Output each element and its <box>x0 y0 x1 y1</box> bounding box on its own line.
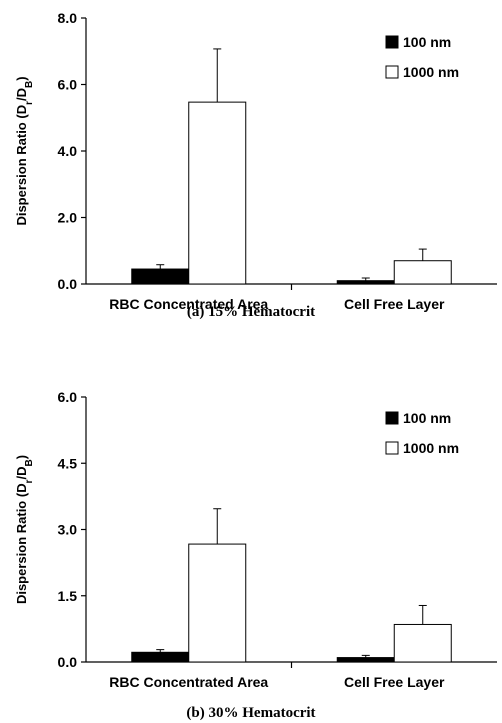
y-tick-label: 4.0 <box>58 143 78 159</box>
y-tick-label: 1.5 <box>58 588 78 604</box>
category-label: RBC Concentrated Area <box>109 674 268 690</box>
figure-caption: (a) 15% Hematocrit <box>187 304 315 320</box>
legend-swatch <box>385 441 399 455</box>
chart-b: 0.0 1.5 3.0 4.5 6.0 RBC Concentrated Area Cell… <box>14 389 497 721</box>
category-label: Cell Free Layer <box>344 296 445 312</box>
bar-1000nm-cfl <box>393 260 452 285</box>
y-tick-label: 2.0 <box>58 210 78 226</box>
y-tick-label: 0.0 <box>58 654 78 670</box>
y-tick-label: 3.0 <box>58 522 78 538</box>
y-tick-label: 8.0 <box>58 10 78 26</box>
legend-label: 1000 nm <box>403 64 459 80</box>
legend-swatch <box>385 35 399 49</box>
legend-swatch <box>385 65 399 79</box>
bar-1000nm-rbc <box>188 101 247 285</box>
y-axis-label: Dispersion Ratio (Dr/DB) <box>14 455 35 604</box>
bar-100nm-rbc <box>131 651 190 663</box>
bar-100nm-cfl <box>336 657 395 663</box>
category-label: Cell Free Layer <box>344 674 445 690</box>
y-axis-label: Dispersion Ratio (Dr/DB) <box>14 76 35 225</box>
legend-label: 100 nm <box>403 34 451 50</box>
y-tick-label: 0.0 <box>58 276 78 292</box>
legend-swatch <box>385 411 399 425</box>
y-tick-label: 4.5 <box>58 455 78 471</box>
y-tick-label: 6.0 <box>58 77 78 93</box>
bar-100nm-rbc <box>131 268 190 285</box>
chart-a: 0.0 2.0 4.0 6.0 8.0 RBC Concentrated Area Cell… <box>14 10 497 320</box>
legend-label: 100 nm <box>403 410 451 426</box>
bar-1000nm-cfl <box>393 623 452 663</box>
y-tick-label: 6.0 <box>58 389 78 405</box>
legend-label: 1000 nm <box>403 440 459 456</box>
bar-1000nm-rbc <box>188 543 247 663</box>
figure-caption: (b) 30% Hematocrit <box>186 705 315 721</box>
bar-100nm-cfl <box>336 280 395 285</box>
category-label: RBC Concentrated Area <box>109 296 268 312</box>
